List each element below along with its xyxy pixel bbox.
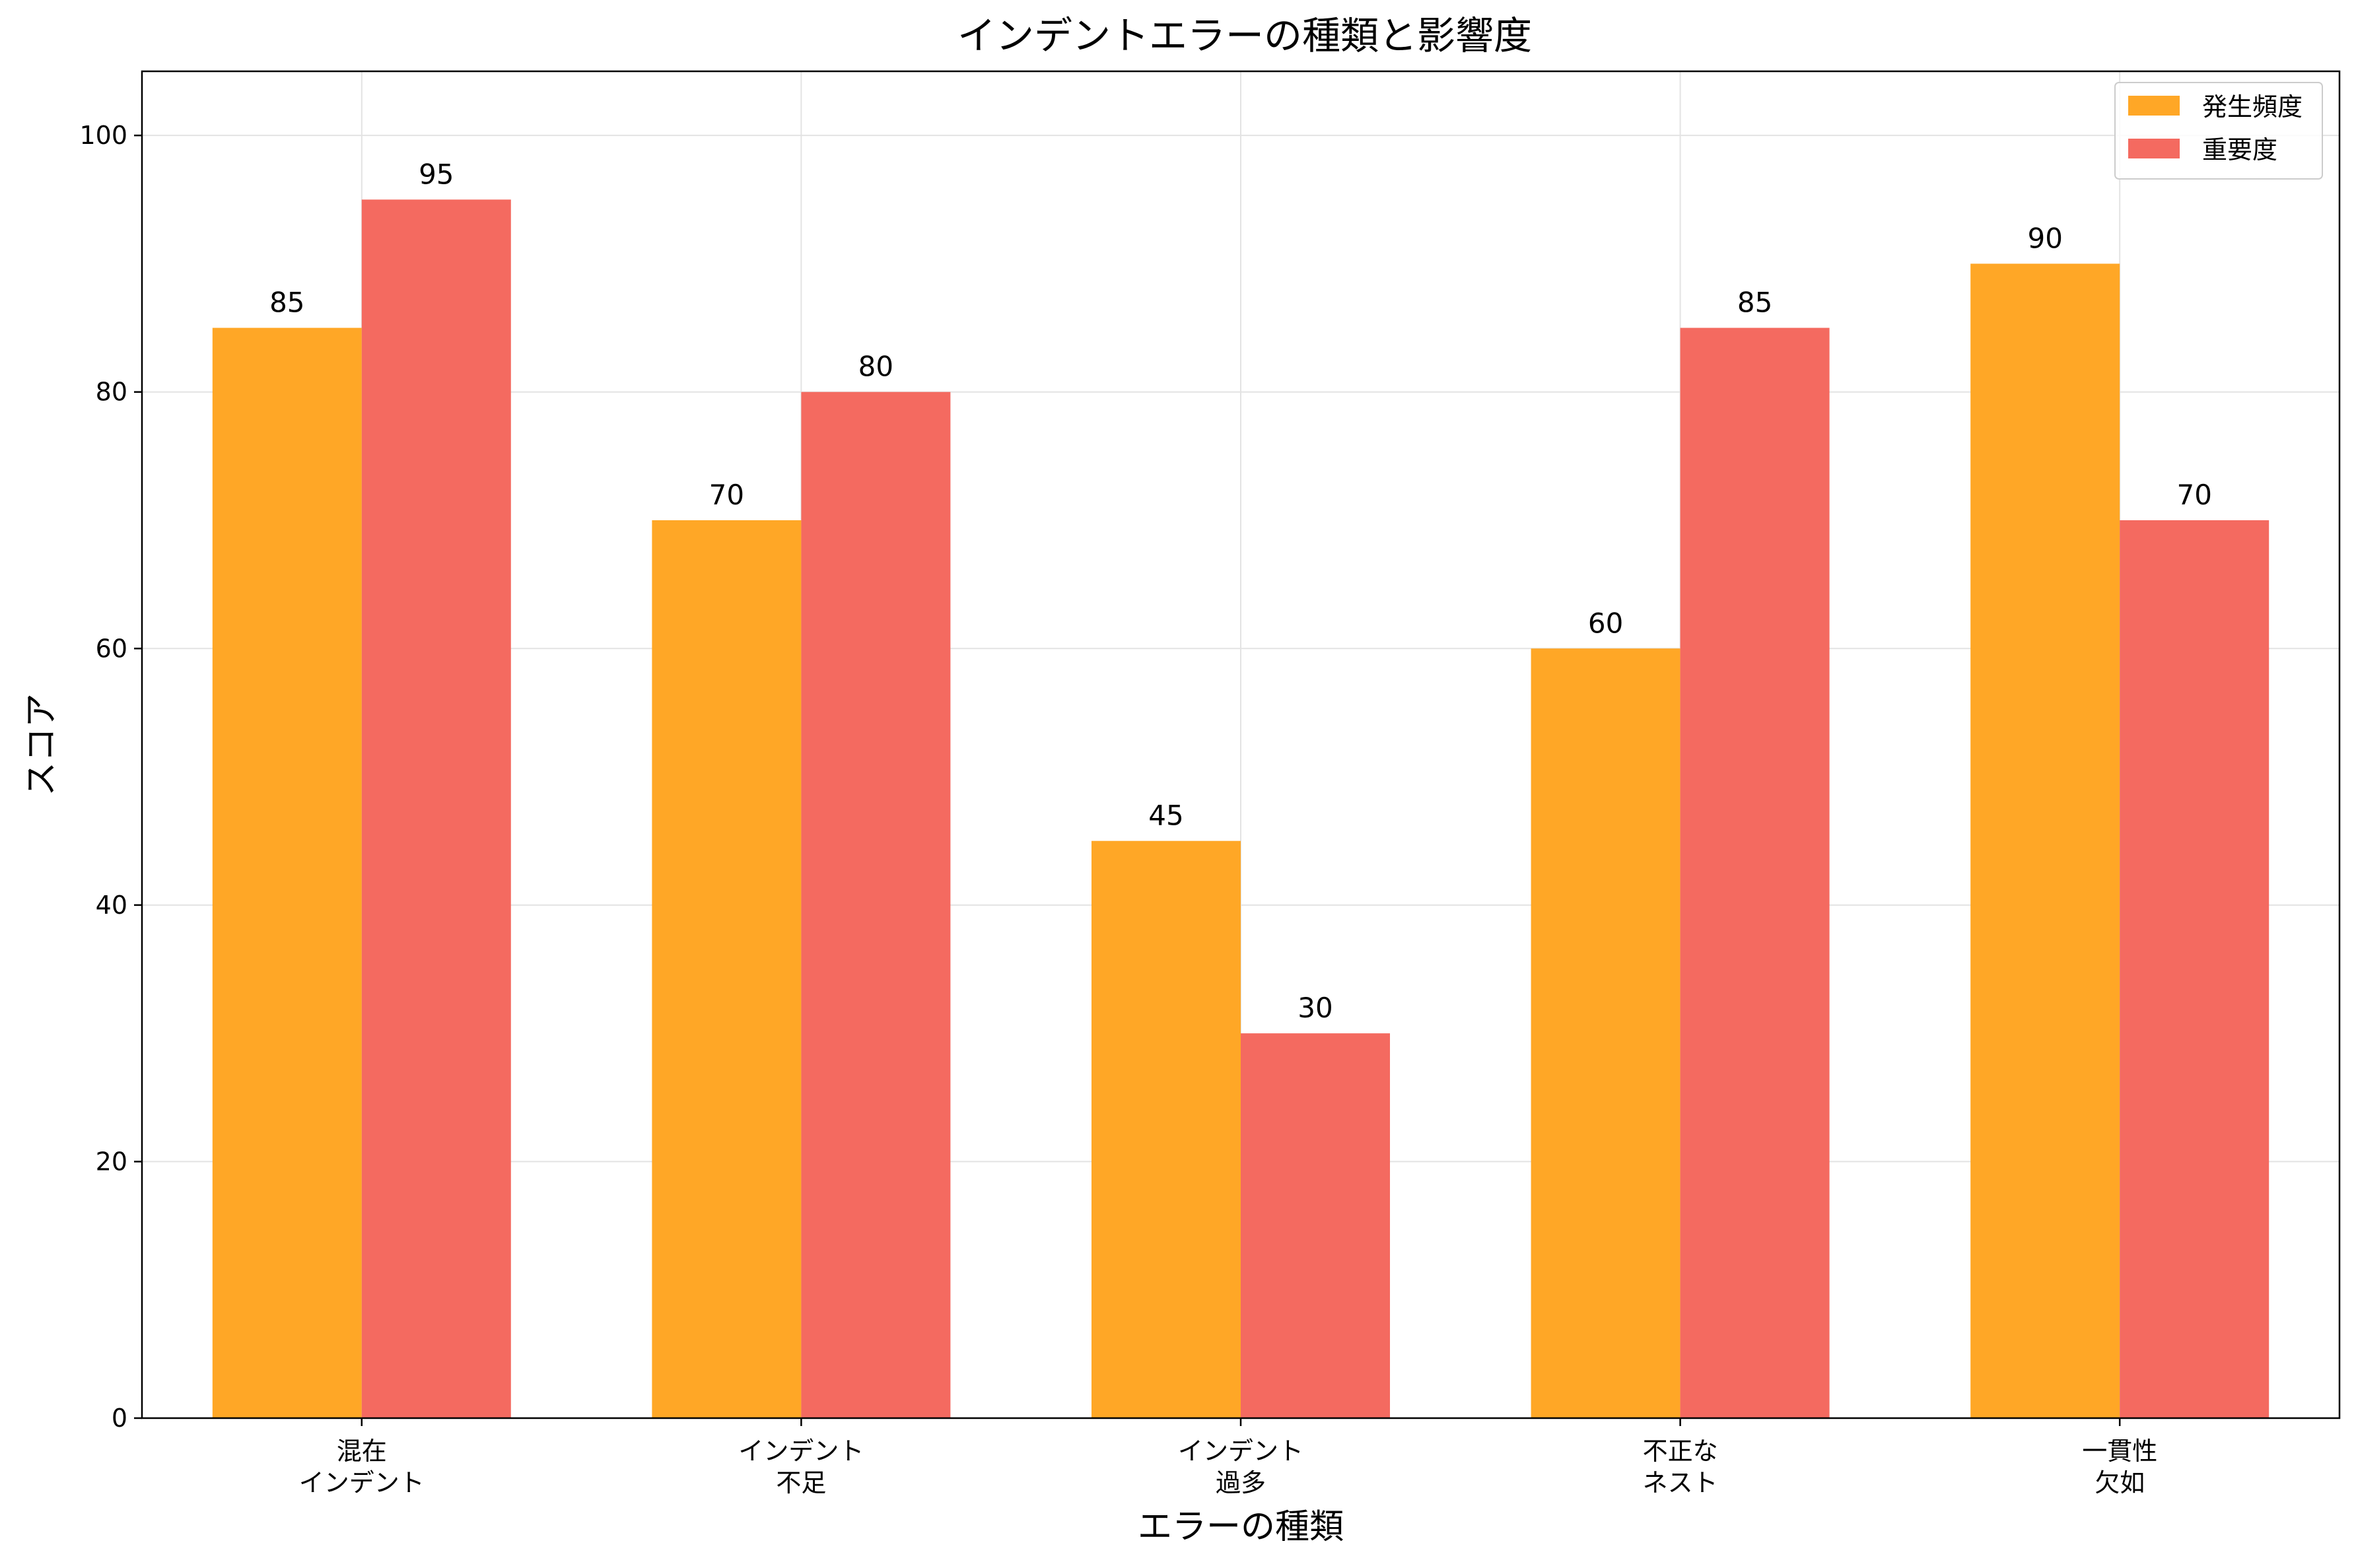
legend-label-frequency: 発生頻度: [2202, 92, 2303, 121]
x-tick-label: インデント: [738, 1437, 864, 1466]
bar-frequency: [1970, 263, 2120, 1418]
bar-frequency: [652, 520, 802, 1418]
bar-value-label: 85: [269, 287, 304, 319]
x-tick-label: 欠如: [2095, 1468, 2145, 1497]
x-tick-label: ネスト: [1643, 1468, 1718, 1497]
legend-swatch-severity: [2128, 139, 2180, 158]
y-tick-label: 100: [79, 121, 127, 150]
bar-severity: [361, 199, 511, 1419]
legend: 発生頻度 重要度: [2114, 82, 2323, 180]
bar-severity: [2120, 520, 2269, 1418]
x-tick-label: 不足: [776, 1468, 826, 1497]
y-axis-ticks: 0 20 40 60 80 100: [79, 121, 142, 1433]
x-tick-label: 一貫性: [2082, 1437, 2157, 1466]
bars: [212, 199, 2269, 1419]
x-tick-label: インデント: [1178, 1437, 1303, 1466]
x-tick-label: インデント: [299, 1468, 425, 1497]
y-tick-label: 40: [96, 891, 127, 920]
chart-title: インデントエラーの種類と影響度: [957, 13, 1532, 58]
bar-value-label: 95: [419, 158, 454, 190]
bar-severity: [801, 392, 951, 1418]
y-axis-label: スコア: [22, 693, 61, 796]
y-tick-label: 60: [96, 634, 127, 663]
bar-value-label: 30: [1298, 992, 1333, 1024]
bar-severity: [1680, 327, 1830, 1419]
bar-value-label: 45: [1148, 800, 1183, 832]
bar-value-label: 90: [2027, 222, 2062, 254]
legend-label-severity: 重要度: [2202, 135, 2277, 164]
x-tick-label: 不正な: [1643, 1437, 1718, 1466]
bar-value-label: 70: [709, 479, 744, 511]
x-axis-label: エラーの種類: [1138, 1507, 1344, 1547]
bar-value-label: 85: [1737, 287, 1772, 319]
y-tick-label: 20: [96, 1147, 127, 1176]
y-tick-label: 0: [112, 1404, 127, 1433]
bar-value-label: 60: [1588, 607, 1623, 639]
data-labels: 85 70 45 60 90 95 80 30 85 70: [269, 158, 2212, 1024]
bar-frequency: [1091, 840, 1241, 1418]
bar-severity: [1241, 1033, 1390, 1418]
bar-frequency: [1531, 648, 1680, 1419]
legend-swatch-frequency: [2128, 96, 2180, 116]
y-tick-label: 80: [96, 378, 127, 407]
x-tick-label: 混在: [337, 1437, 387, 1466]
bar-frequency: [212, 327, 362, 1419]
bar-value-label: 70: [2176, 479, 2211, 511]
bar-value-label: 80: [858, 351, 893, 383]
x-tick-label: 過多: [1216, 1468, 1266, 1497]
